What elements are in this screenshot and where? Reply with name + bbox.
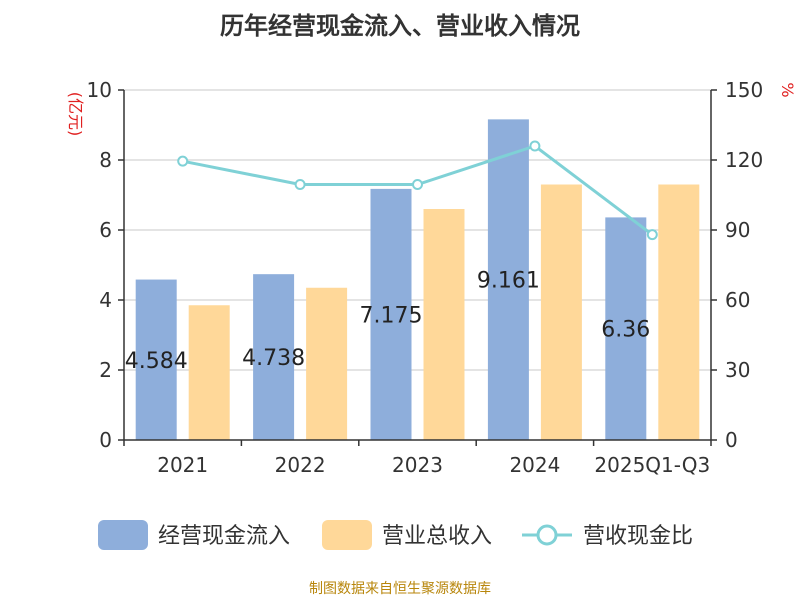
bar-cashflow xyxy=(370,188,412,440)
data-label-cashflow: 7.175 xyxy=(360,303,423,328)
legend-swatch-ratio-marker xyxy=(536,524,558,546)
legend-swatch-cashflow xyxy=(98,520,148,550)
bar-revenue xyxy=(658,184,700,440)
y-right-tick-label: 0 xyxy=(725,428,738,452)
y-right-tick-label: 30 xyxy=(725,358,750,382)
y-right-tick-label: 90 xyxy=(725,218,750,242)
bar-cashflow xyxy=(605,217,647,440)
data-label-cashflow: 4.738 xyxy=(242,346,305,371)
x-tick-label: 2025Q1-Q3 xyxy=(594,453,710,477)
ratio-point xyxy=(294,179,306,190)
data-label-cashflow: 6.36 xyxy=(601,318,650,343)
data-label-cashflow: 9.161 xyxy=(477,269,540,294)
ratio-point xyxy=(646,229,658,241)
bars xyxy=(135,119,700,441)
ratio-point xyxy=(177,155,189,167)
legend-label-cashflow: 经营现金流入 xyxy=(158,524,290,549)
x-tick-label: 2021 xyxy=(157,453,208,477)
axes: 0 2 4 6 8 10 0 30 60 90 120 150 2021 2022 2023 2024 2025… xyxy=(87,78,764,477)
y-left-tick-label: 8 xyxy=(99,148,112,172)
bar-cashflow xyxy=(135,279,177,440)
legend-label-ratio: 营收现金比 xyxy=(583,524,693,549)
y-left-unit-label: (亿元) xyxy=(66,92,85,137)
y-right-tick-label: 60 xyxy=(725,288,750,312)
x-tick-label: 2023 xyxy=(392,453,443,477)
y-right-unit-label: % xyxy=(778,82,797,97)
y-left-tick-label: 10 xyxy=(87,78,112,102)
bar-revenue xyxy=(188,305,230,440)
legend-swatch-revenue xyxy=(322,520,372,550)
x-tick-label: 2024 xyxy=(509,453,560,477)
ratio-line xyxy=(177,140,658,241)
source-footer: 制图数据来自恒生聚源数据库 xyxy=(309,581,491,597)
y-left-tick-label: 2 xyxy=(99,358,112,382)
bar-revenue xyxy=(423,209,465,440)
data-label-cashflow: 4.584 xyxy=(125,349,188,374)
y-left-tick-label: 6 xyxy=(99,218,112,242)
y-left-tick-label: 4 xyxy=(99,288,112,312)
y-right-tick-label: 150 xyxy=(725,78,763,102)
data-labels: 4.584 4.738 7.175 9.161 6.36 xyxy=(125,269,651,374)
bar-cashflow xyxy=(253,274,295,440)
ratio-point xyxy=(529,140,541,152)
bar-revenue xyxy=(540,184,582,440)
ratio-point xyxy=(412,179,423,190)
x-tick-label: 2022 xyxy=(275,453,326,477)
bar-cashflow xyxy=(487,119,529,441)
legend-label-revenue: 营业总收入 xyxy=(382,524,492,549)
y-right-tick-label: 120 xyxy=(725,148,763,172)
legend: 经营现金流入 营业总收入 营收现金比 xyxy=(98,520,693,550)
y-left-tick-label: 0 xyxy=(99,428,112,452)
chart-title: 历年经营现金流入、营业收入情况 xyxy=(220,12,580,40)
bar-revenue xyxy=(306,287,348,440)
